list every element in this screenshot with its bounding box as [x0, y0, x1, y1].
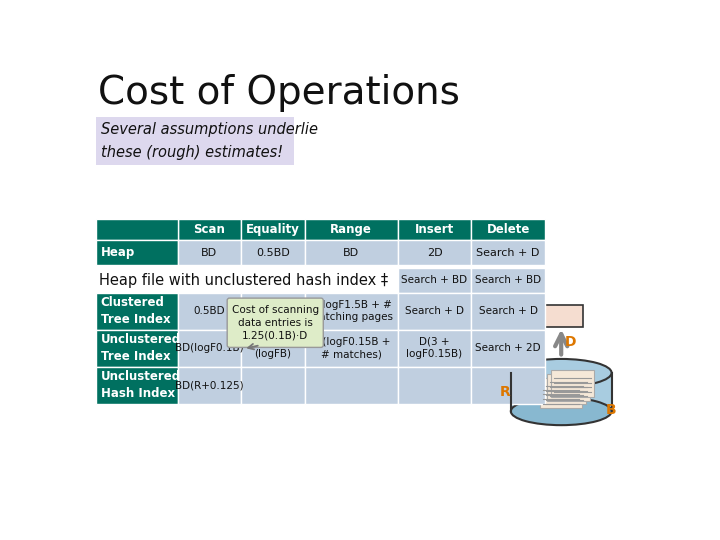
Text: Heap: Heap [101, 246, 135, 259]
Text: Scan: Scan [194, 223, 225, 236]
Text: Search + D: Search + D [405, 306, 464, 316]
Text: Heap file with unclustered hash index ‡: Heap file with unclustered hash index ‡ [99, 273, 388, 288]
Text: BD(R+0.125): BD(R+0.125) [175, 380, 243, 390]
Bar [544, 378, 586, 404]
Bar [178, 330, 241, 367]
Bar [305, 293, 397, 330]
Text: BD: BD [202, 248, 217, 258]
Bar [539, 382, 582, 408]
Text: Cost of scanning
data entries is
1.25(0.1B)·D: Cost of scanning data entries is 1.25(0.… [232, 305, 319, 341]
Text: Cost of Operations: Cost of Operations [98, 74, 459, 112]
Ellipse shape [510, 397, 611, 425]
Text: B: B [606, 403, 616, 417]
Text: Delete: Delete [487, 223, 530, 236]
Bar [397, 330, 472, 367]
Text: Several assumptions underlie
these (rough) estimates!: Several assumptions underlie these (roug… [101, 123, 318, 160]
FancyBboxPatch shape [539, 305, 583, 327]
Bar [241, 330, 305, 367]
Bar [305, 330, 397, 367]
Text: Range: Range [330, 223, 372, 236]
Ellipse shape [510, 359, 611, 387]
Bar [96, 330, 178, 367]
Bar [241, 219, 305, 240]
Text: Search + BD: Search + BD [475, 275, 541, 286]
FancyBboxPatch shape [96, 117, 294, 165]
Bar [472, 268, 545, 293]
Bar [547, 374, 590, 401]
Text: Search + D: Search + D [479, 306, 538, 316]
Bar [96, 268, 648, 293]
Text: Equality: Equality [246, 223, 300, 236]
Text: D: D [565, 335, 577, 349]
Text: R: R [500, 385, 510, 399]
Text: D·logF0.1B
(logFB): D·logF0.1B (logFB) [245, 337, 302, 359]
Text: Insert: Insert [415, 223, 454, 236]
Text: Unclustered
Hash Index: Unclustered Hash Index [101, 370, 181, 400]
Bar [241, 240, 305, 265]
Bar [472, 240, 545, 265]
Bar [397, 293, 472, 330]
Bar [472, 293, 545, 330]
Bar [305, 240, 397, 265]
Bar [178, 293, 241, 330]
Text: 0.5BD: 0.5BD [194, 306, 225, 316]
Bar [472, 219, 545, 240]
Text: D·logF1.5B: D·logF1.5B [244, 306, 302, 316]
Text: D·logF1.5B + #
matching pages: D·logF1.5B + # matching pages [309, 300, 393, 322]
Bar [241, 367, 305, 403]
Bar [241, 293, 305, 330]
Bar [397, 367, 472, 403]
Bar [178, 240, 241, 265]
Bar [472, 330, 545, 367]
Text: 0.5BD: 0.5BD [256, 248, 289, 258]
Bar [178, 367, 241, 403]
Text: BD: BD [343, 248, 359, 258]
Bar [178, 219, 241, 240]
Bar [397, 240, 472, 265]
Bar [305, 367, 397, 403]
Bar [96, 293, 178, 330]
Bar [551, 370, 594, 397]
Text: BD(logF0.1B): BD(logF0.1B) [175, 343, 243, 353]
Bar [397, 219, 472, 240]
Polygon shape [510, 373, 611, 411]
Text: 2D: 2D [427, 248, 442, 258]
Bar [305, 219, 397, 240]
Text: Search + D: Search + D [477, 248, 540, 258]
Text: Search + BD: Search + BD [402, 275, 467, 286]
Bar [96, 219, 178, 240]
Text: Search + 2D: Search + 2D [475, 343, 541, 353]
Bar [96, 367, 178, 403]
Bar [96, 240, 178, 265]
Text: D·(logF0.15B +
# matches): D·(logF0.15B + # matches) [312, 337, 391, 359]
Text: Unclustered
Tree Index: Unclustered Tree Index [101, 333, 181, 363]
Bar [397, 268, 472, 293]
Text: Clustered
Tree Index: Clustered Tree Index [101, 296, 171, 326]
FancyBboxPatch shape [228, 298, 323, 347]
Bar [472, 367, 545, 403]
Text: D(3 +
logF0.15B): D(3 + logF0.15B) [406, 337, 462, 359]
